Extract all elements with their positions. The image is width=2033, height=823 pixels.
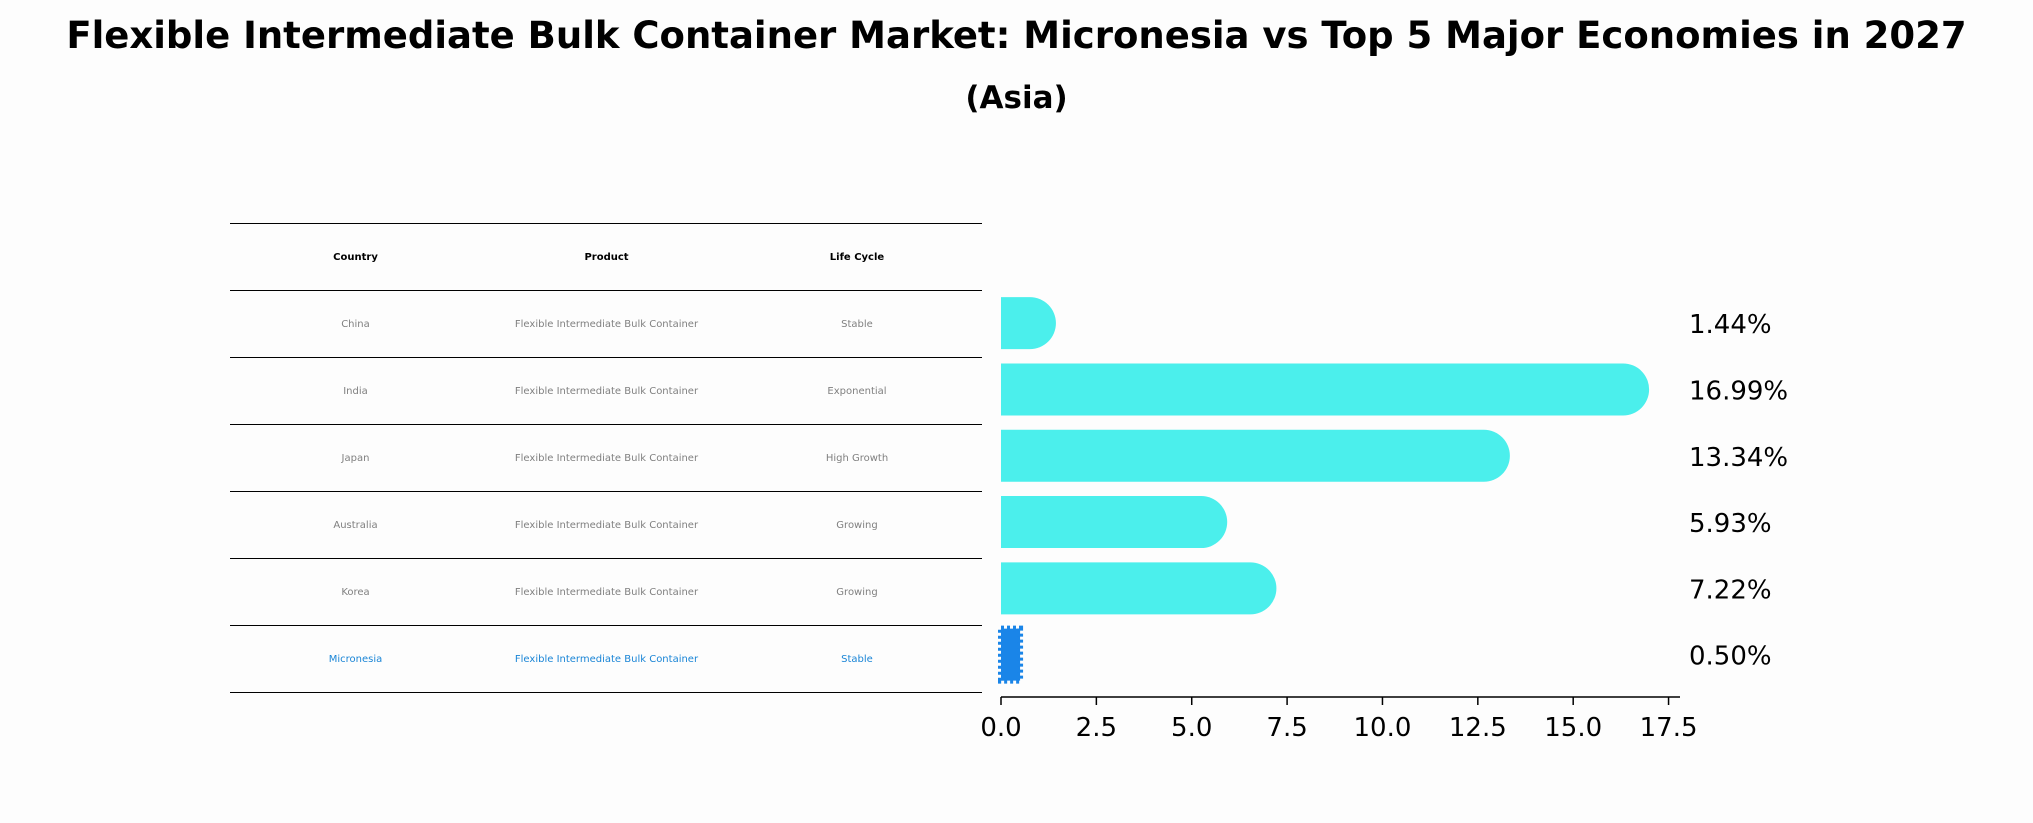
data-label-australia: 5.93% (1689, 509, 1772, 539)
x-tick-label: 10.0 (1354, 713, 1412, 743)
chart-subtitle: (Asia) (965, 80, 1068, 116)
bar-china (1001, 297, 1056, 350)
cell-life-cycle: Exponential (732, 357, 982, 425)
table-row: Australia Flexible Intermediate Bulk Con… (230, 491, 982, 559)
cell-product: Flexible Intermediate Bulk Container (481, 625, 732, 693)
header-country: Country (230, 223, 481, 291)
data-label-india: 16.99% (1689, 376, 1788, 406)
cell-life-cycle: Growing (732, 491, 982, 559)
header-life-cycle: Life Cycle (732, 223, 982, 291)
table-row: India Flexible Intermediate Bulk Contain… (230, 357, 982, 425)
cell-life-cycle: Growing (732, 558, 982, 626)
x-tick-label: 12.5 (1449, 713, 1507, 743)
table-row: Korea Flexible Intermediate Bulk Contain… (230, 558, 982, 626)
x-tick-label: 15.0 (1544, 713, 1602, 743)
table-header-row: Country Product Life Cycle (230, 223, 982, 291)
data-label-japan: 13.34% (1689, 443, 1788, 473)
cell-country: China (230, 290, 481, 358)
cell-life-cycle: Stable (732, 625, 982, 693)
header-product: Product (481, 223, 732, 291)
bar-australia (1001, 496, 1228, 549)
cell-country: Australia (230, 491, 481, 559)
bar-india (1001, 363, 1650, 416)
x-tick-label: 0.0 (980, 713, 1021, 743)
cell-country: Korea (230, 558, 481, 626)
bar-japan (1001, 429, 1510, 482)
table-row: China Flexible Intermediate Bulk Contain… (230, 290, 982, 358)
cell-country: Japan (230, 424, 481, 492)
x-tick-label: 7.5 (1266, 713, 1307, 743)
cell-life-cycle: High Growth (732, 424, 982, 492)
cell-product: Flexible Intermediate Bulk Container (481, 491, 732, 559)
bar-micronesia (998, 625, 1024, 684)
cell-product: Flexible Intermediate Bulk Container (481, 357, 732, 425)
x-tick-label: 17.5 (1640, 713, 1698, 743)
chart-title: Flexible Intermediate Bulk Container Mar… (66, 14, 1967, 57)
cell-product: Flexible Intermediate Bulk Container (481, 424, 732, 492)
cell-country: Micronesia (230, 625, 481, 693)
bar-korea (1001, 562, 1277, 615)
x-tick-label: 2.5 (1076, 713, 1117, 743)
cell-country: India (230, 357, 481, 425)
table-row-highlight: Micronesia Flexible Intermediate Bulk Co… (230, 625, 982, 693)
x-tick-label: 5.0 (1171, 713, 1212, 743)
cell-product: Flexible Intermediate Bulk Container (481, 290, 732, 358)
cell-life-cycle: Stable (732, 290, 982, 358)
table-row: Japan Flexible Intermediate Bulk Contain… (230, 424, 982, 492)
cell-product: Flexible Intermediate Bulk Container (481, 558, 732, 626)
data-label-micronesia: 0.50% (1689, 642, 1772, 672)
country-table: Country Product Life Cycle China Flexibl… (230, 223, 982, 693)
data-label-china: 1.44% (1689, 310, 1772, 340)
data-label-korea: 7.22% (1689, 575, 1772, 605)
